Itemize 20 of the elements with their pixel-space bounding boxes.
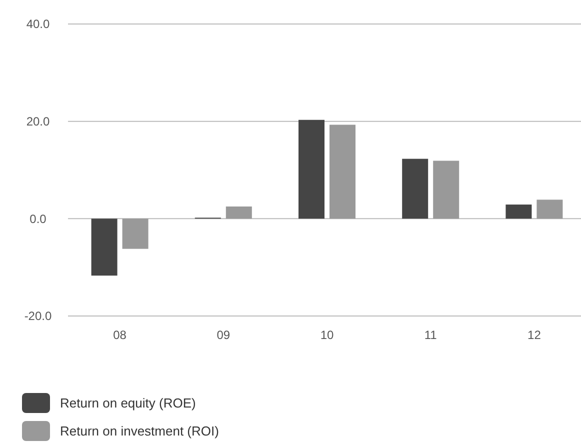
x-tick-label: 09	[216, 328, 230, 342]
bar	[91, 218, 118, 276]
x-tick-label: 10	[320, 328, 334, 342]
bar	[122, 218, 148, 249]
legend-label: Return on equity (ROE)	[60, 396, 196, 411]
bar	[536, 200, 563, 219]
legend-label: Return on investment (ROI)	[60, 424, 219, 439]
y-tick-label: -20.0	[24, 309, 52, 324]
bar	[506, 204, 532, 219]
bar	[433, 160, 460, 219]
bar	[330, 124, 356, 219]
bar	[298, 120, 324, 219]
bar	[226, 206, 252, 219]
bar	[402, 158, 428, 219]
y-tick-label: 0.0	[30, 212, 47, 226]
x-tick-label: 11	[424, 328, 438, 342]
y-tick-label: 40.0	[26, 17, 50, 32]
x-tick-label: 12	[528, 328, 542, 342]
x-tick-label: 08	[113, 328, 127, 342]
y-tick-label: 20.0	[26, 114, 50, 129]
